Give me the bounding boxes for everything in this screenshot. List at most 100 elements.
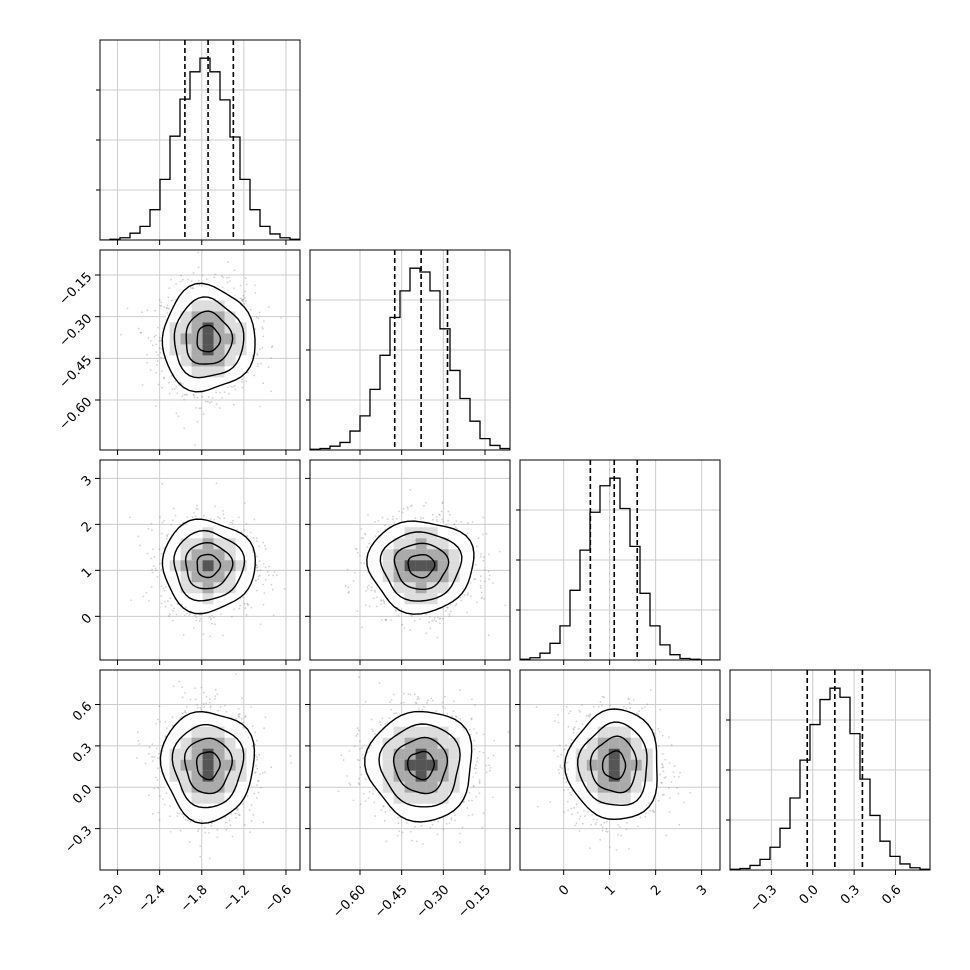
sample-point	[455, 520, 458, 522]
sample-point	[197, 508, 199, 510]
sample-point	[383, 819, 386, 822]
sample-point	[205, 278, 208, 281]
sample-point	[244, 290, 247, 293]
density-cell	[202, 344, 214, 356]
density-cell	[191, 781, 203, 793]
sample-point	[254, 328, 257, 331]
sample-point	[246, 602, 248, 605]
sample-point	[175, 613, 178, 616]
sample-point	[139, 544, 141, 547]
sample-point	[367, 588, 369, 591]
sample-point	[461, 726, 464, 729]
sample-point	[661, 734, 664, 737]
sample-point	[370, 589, 373, 592]
density-cell	[213, 781, 225, 793]
sample-point	[444, 707, 447, 709]
sample-point	[370, 718, 373, 721]
density-cell	[202, 737, 214, 749]
panel-3-3: −0.3 0.0 0.3 0.6	[726, 669, 931, 915]
sample-point	[581, 704, 583, 706]
sample-point	[468, 729, 471, 731]
contour-line-1	[183, 737, 234, 795]
sample-point	[263, 592, 266, 595]
sample-point	[213, 276, 216, 279]
density-cell	[415, 748, 427, 760]
sample-point	[395, 610, 397, 612]
sample-point	[239, 297, 242, 300]
sample-point	[234, 812, 237, 815]
sample-point	[186, 516, 189, 518]
sample-point	[191, 287, 194, 290]
density-cell	[235, 344, 247, 356]
panel-3-0: −3.0 −2.4 −1.8 −1.2 −0.6 −0.3 0.0 0.3 0.6	[62, 669, 301, 915]
density-cell	[180, 322, 192, 334]
sample-point	[181, 712, 184, 715]
sample-point	[372, 792, 374, 795]
sample-point	[245, 283, 248, 286]
sample-point	[559, 764, 562, 767]
sample-point	[161, 386, 163, 389]
sample-point	[361, 626, 363, 629]
sample-point	[570, 807, 573, 810]
sample-point	[366, 546, 369, 548]
sample-point	[184, 711, 186, 713]
sample-point	[194, 687, 196, 689]
sample-point	[670, 781, 673, 783]
sample-point	[605, 820, 608, 823]
sample-point	[403, 627, 406, 630]
sample-point	[395, 518, 398, 520]
sample-point	[390, 708, 393, 711]
sample-point	[575, 720, 578, 723]
sample-point	[383, 600, 385, 603]
sample-point	[479, 553, 482, 555]
sample-point	[195, 616, 198, 619]
sample-point	[358, 759, 361, 762]
sample-point	[372, 788, 374, 790]
density-cell	[448, 759, 460, 771]
sample-point	[428, 615, 431, 618]
sample-point	[189, 820, 192, 823]
sample-point	[480, 586, 482, 589]
sample-point	[367, 584, 370, 587]
density-cell	[224, 538, 236, 550]
sample-point	[197, 830, 200, 832]
sample-point	[246, 535, 249, 537]
sample-point	[673, 765, 676, 767]
sample-point	[455, 715, 458, 718]
sample-point	[431, 620, 434, 622]
sample-point	[162, 587, 165, 590]
sample-point	[224, 704, 226, 707]
sample-point	[239, 604, 242, 607]
density-cell	[393, 560, 405, 572]
sample-point	[232, 386, 234, 388]
density-cell	[191, 549, 203, 561]
sample-point	[349, 784, 352, 786]
sample-point	[372, 597, 375, 599]
sample-point	[270, 390, 272, 393]
sample-point	[199, 618, 202, 620]
density-cell	[415, 582, 427, 594]
density-cell	[426, 737, 438, 749]
sample-point	[260, 362, 262, 365]
density-cell	[437, 560, 449, 572]
density-cell	[426, 781, 438, 793]
sample-point	[567, 788, 569, 791]
sample-point	[475, 795, 478, 798]
sample-point	[459, 689, 461, 691]
sample-point	[435, 516, 438, 518]
sample-point	[257, 779, 260, 782]
sample-point	[459, 832, 461, 835]
sample-point	[187, 278, 190, 281]
sample-point	[479, 584, 482, 587]
sample-point	[561, 767, 564, 770]
panel-frame	[309, 249, 511, 451]
sample-point	[262, 382, 265, 385]
sample-point	[250, 706, 253, 708]
sample-point	[259, 405, 261, 408]
sample-point	[246, 603, 249, 606]
sample-point	[359, 740, 361, 743]
sample-point	[155, 747, 158, 750]
sample-point	[557, 721, 560, 724]
sample-point	[233, 608, 236, 611]
sample-point	[148, 752, 150, 755]
